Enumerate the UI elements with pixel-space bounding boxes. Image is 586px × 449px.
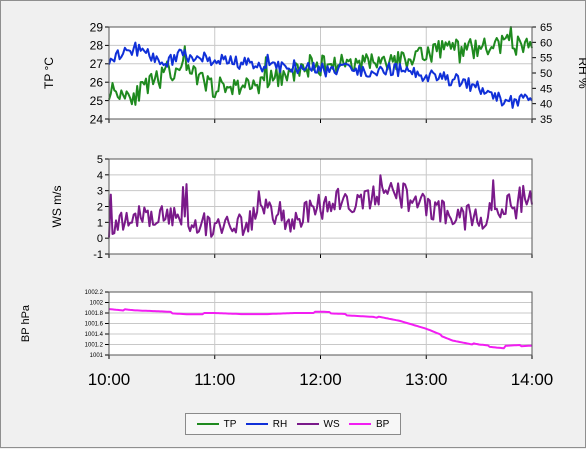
legend-swatch-bp	[348, 423, 371, 425]
y-tick-label: 4	[97, 170, 103, 182]
y-tick-label: 29	[90, 20, 104, 34]
y-tick-label: 0	[97, 233, 103, 245]
y-tick-label: 1001	[90, 353, 104, 359]
plot-frame	[108, 26, 533, 120]
y-tick-label: 3	[97, 186, 103, 198]
legend-swatch-rh	[245, 423, 268, 425]
y-tick-label: 24	[90, 112, 104, 126]
legend-swatch-tp	[196, 423, 219, 425]
y-axis-label: TP °C	[42, 57, 56, 89]
legend-label-rh: RH	[272, 418, 288, 430]
legend-item-ws: WS	[296, 418, 340, 430]
y-tick-label: 1001.6	[85, 322, 104, 328]
legend: TP RH WS BP	[185, 413, 401, 435]
y-axis-label: BP hPa	[20, 304, 32, 342]
y2-tick-label: 60	[540, 37, 552, 49]
y-tick-label: 25	[90, 94, 104, 108]
y-tick-label: 28	[90, 39, 104, 53]
x-tick-label: 10:00	[88, 370, 131, 389]
plot-frame	[108, 158, 533, 255]
y-tick-label: 5	[97, 154, 103, 166]
y2-tick-label: 45	[540, 83, 552, 95]
y-tick-label: 1001.8	[85, 311, 104, 317]
series-line-rh	[108, 41, 533, 109]
y-tick-label: 26	[90, 76, 104, 90]
y-tick-label: 1001.4	[85, 332, 104, 338]
series-line-tp	[108, 26, 533, 106]
legend-label-bp: BP	[375, 418, 390, 430]
legend-item-rh: RH	[245, 418, 288, 430]
x-tick-label: 13:00	[405, 370, 448, 389]
y2-tick-label: 50	[540, 68, 552, 80]
series-line-bp	[108, 308, 533, 350]
legend-label-tp: TP	[223, 418, 237, 430]
y-tick-label: -1	[93, 249, 103, 261]
legend-swatch-ws	[296, 423, 319, 425]
chart-panel-3: 1001 1001.2 1001.4 1001.6 1001.8 1002 1002.2 BP…	[20, 290, 533, 359]
legend-item-tp: TP	[196, 418, 237, 430]
y2-tick-label: 40	[540, 99, 552, 111]
x-tick-label: 14:00	[511, 370, 554, 389]
y2-tick-label: 35	[540, 114, 552, 126]
x-tick-label: 12:00	[299, 370, 342, 389]
x-tick-label: 11:00	[194, 370, 235, 389]
y2-tick-label: 65	[540, 22, 552, 34]
y-tick-label: 1	[97, 217, 103, 229]
legend-item-bp: BP	[348, 418, 390, 430]
plot-frame	[108, 291, 533, 356]
y2-axis-label: RH %	[576, 57, 586, 89]
y-tick-label: 2	[97, 201, 103, 213]
chart-panel-1: 24 25 26 27 28 29 35 40 45 50 55 60 65 RH % TP °C	[42, 20, 586, 126]
y-tick-label: 1002	[90, 301, 104, 307]
legend-label-ws: WS	[323, 418, 340, 430]
y-tick-label: 27	[90, 57, 104, 71]
y-axis-label: WS m/s	[50, 186, 64, 228]
y2-tick-label: 55	[540, 53, 552, 65]
chart-panel-2: -1 0 1 2 3 4 5 WS m/s	[50, 154, 533, 261]
series-line-ws	[108, 174, 533, 238]
y-tick-label: 1002.2	[85, 290, 104, 296]
y-tick-label: 1001.2	[85, 343, 104, 349]
